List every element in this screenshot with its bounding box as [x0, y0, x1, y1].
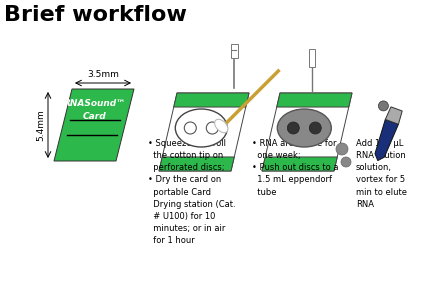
Polygon shape [159, 157, 234, 171]
Polygon shape [375, 119, 398, 161]
Polygon shape [277, 93, 352, 107]
Circle shape [341, 157, 351, 167]
Circle shape [206, 122, 218, 134]
Text: • Squeeze and roll
  the cotton tip on
  perforated discs;
• Dry the card on
  p: • Squeeze and roll the cotton tip on per… [148, 139, 236, 245]
Text: 3.5mm: 3.5mm [87, 70, 119, 79]
Text: • RNA are stable for
  one week;
• Push out discs to a
  1.5 mL eppendorf
  tube: • RNA are stable for one week; • Push ou… [252, 139, 339, 197]
Text: Add 100 μL
RNA elution
solution,
vortex for 5
min to elute
RNA: Add 100 μL RNA elution solution, vortex … [356, 139, 407, 209]
Text: RNASound™
Card: RNASound™ Card [64, 99, 126, 121]
Polygon shape [262, 157, 337, 171]
Circle shape [336, 143, 348, 155]
Circle shape [287, 122, 299, 134]
Text: Brief workflow: Brief workflow [4, 5, 187, 25]
Ellipse shape [175, 109, 227, 147]
FancyBboxPatch shape [231, 44, 238, 58]
Polygon shape [174, 93, 249, 107]
Ellipse shape [277, 109, 332, 147]
Circle shape [378, 101, 389, 111]
Polygon shape [385, 107, 402, 124]
Circle shape [309, 122, 321, 134]
Polygon shape [262, 93, 352, 171]
Polygon shape [54, 89, 134, 161]
FancyBboxPatch shape [309, 49, 315, 67]
Ellipse shape [215, 119, 228, 133]
Text: 5.4mm: 5.4mm [37, 109, 46, 141]
Polygon shape [159, 93, 249, 171]
Circle shape [184, 122, 196, 134]
